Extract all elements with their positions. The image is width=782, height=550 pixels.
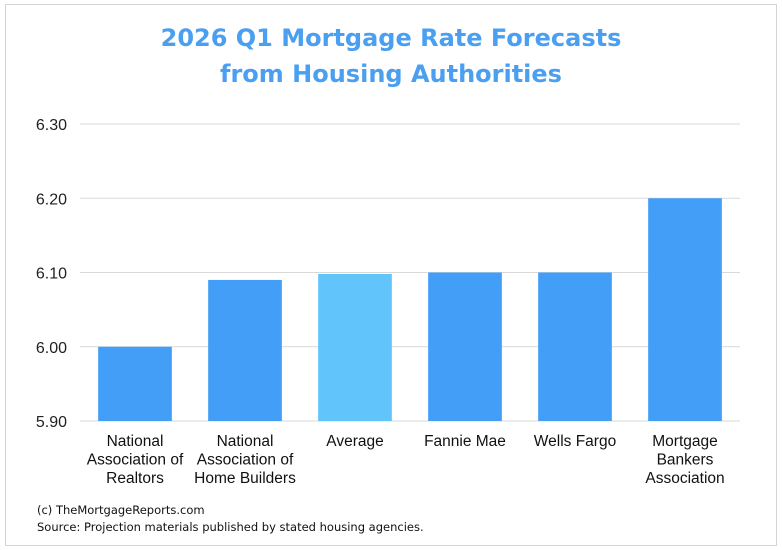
y-tick-label: 6.30 bbox=[36, 117, 67, 134]
x-tick-label-line: National bbox=[217, 433, 274, 450]
x-tick-label-line: Fannie Mae bbox=[424, 433, 506, 450]
y-tick-label: 6.00 bbox=[36, 340, 67, 357]
x-tick-label-line: Wells Fargo bbox=[534, 433, 616, 450]
x-tick-label: Mortgage Bankers Association bbox=[645, 433, 724, 487]
x-tick-label-line: Association bbox=[645, 470, 724, 487]
copyright-text: (c) TheMortgageReports.com bbox=[37, 503, 205, 517]
chart-title: 2026 Q1 Mortgage Rate Forecasts from Hou… bbox=[0, 20, 782, 92]
y-tick-label: 6.20 bbox=[36, 191, 67, 208]
x-tick-label-line: Average bbox=[326, 433, 383, 450]
bar bbox=[538, 272, 612, 421]
x-tick-label-line: Realtors bbox=[106, 470, 164, 487]
chart-footer: (c) TheMortgageReports.com Source: Proje… bbox=[37, 502, 424, 536]
y-tick-label: 6.10 bbox=[36, 266, 67, 283]
source-text: Source: Projection materials published b… bbox=[37, 520, 424, 534]
x-tick-label: National Association of Home Builders bbox=[194, 433, 296, 487]
chart-title-line-2: from Housing Authorities bbox=[220, 60, 562, 88]
y-tick-label: 5.90 bbox=[36, 414, 67, 431]
bar bbox=[318, 273, 392, 421]
x-tick-label: Fannie Mae bbox=[424, 433, 506, 450]
x-tick-label: Average bbox=[326, 433, 383, 450]
x-tick-label: Wells Fargo bbox=[534, 433, 616, 450]
x-tick-label-line: Mortgage bbox=[652, 433, 717, 450]
bar bbox=[208, 279, 282, 421]
bar bbox=[98, 346, 172, 421]
bar bbox=[648, 198, 722, 421]
x-tick-label-line: National bbox=[107, 433, 164, 450]
x-tick-label-line: Association of bbox=[87, 452, 184, 469]
x-tick-label-line: Bankers bbox=[657, 452, 714, 469]
chart-title-line-1: 2026 Q1 Mortgage Rate Forecasts bbox=[160, 24, 622, 52]
x-tick-label-line: Home Builders bbox=[194, 470, 296, 487]
x-tick-label-line: Association of bbox=[197, 452, 294, 469]
x-tick-label: National Association of Realtors bbox=[87, 433, 184, 487]
bar bbox=[428, 272, 502, 421]
